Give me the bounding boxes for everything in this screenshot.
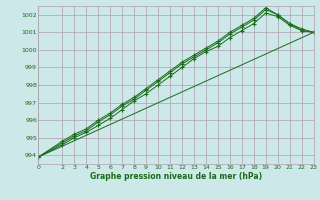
X-axis label: Graphe pression niveau de la mer (hPa): Graphe pression niveau de la mer (hPa) xyxy=(90,172,262,181)
